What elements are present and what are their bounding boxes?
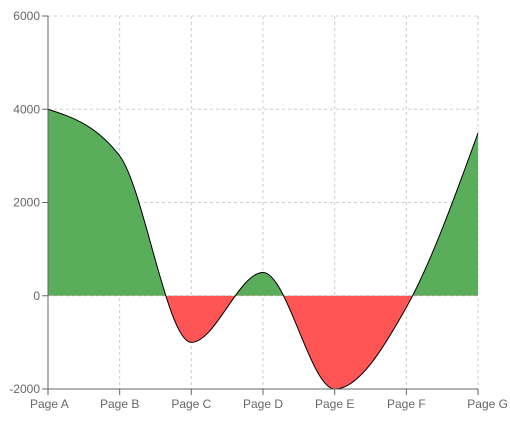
- y-tick-label: 2000: [13, 196, 40, 210]
- y-tick-label: 4000: [13, 102, 40, 116]
- x-tick-label: Page A: [30, 397, 69, 411]
- areas: [48, 109, 478, 389]
- series-line: [47, 108, 479, 390]
- y-tick-label: -2000: [9, 382, 40, 396]
- y-tick-label: 6000: [13, 9, 40, 23]
- x-tick-label: Page F: [387, 397, 426, 411]
- negative-area: [48, 295, 478, 389]
- positive-area: [48, 109, 478, 296]
- x-tick-label: Page D: [243, 397, 283, 411]
- x-tick-label: Page G: [467, 397, 508, 411]
- x-tick-label: Page C: [171, 397, 211, 411]
- x-tick-label: Page B: [100, 397, 139, 411]
- y-tick-label: 0: [33, 289, 40, 303]
- x-tick-label: Page E: [315, 397, 354, 411]
